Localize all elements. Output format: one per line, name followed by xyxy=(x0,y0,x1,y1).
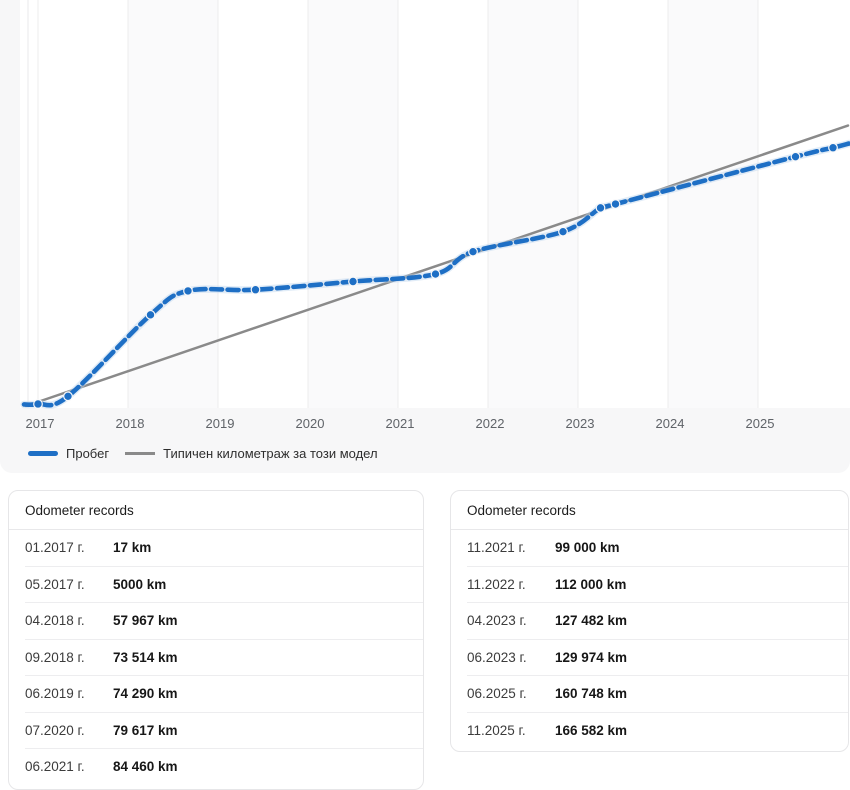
data-point[interactable] xyxy=(468,246,478,257)
data-point[interactable] xyxy=(348,276,358,287)
record-date: 01.2017 г. xyxy=(25,540,85,556)
record-value: 17 km xyxy=(113,540,152,556)
data-point[interactable] xyxy=(610,199,621,209)
x-axis-tick-label: 2025 xyxy=(746,416,775,431)
legend-item-mileage[interactable]: Пробег xyxy=(28,446,109,461)
data-point[interactable] xyxy=(250,284,261,295)
odometer-records-card-left: Odometer records 01.2017 г. 17 km 05.2017 … xyxy=(8,490,424,790)
record-value: 57 967 km xyxy=(113,613,178,629)
record-date: 07.2020 г. xyxy=(25,722,85,738)
record-date: 06.2019 г. xyxy=(25,686,85,702)
legend-item-typical[interactable]: Типичен километраж за този модел xyxy=(125,446,378,461)
data-point[interactable] xyxy=(183,286,193,296)
odometer-record-row: 09.2018 г. 73 514 km xyxy=(25,638,423,676)
table-title: Odometer records xyxy=(9,491,423,530)
table-title: Odometer records xyxy=(451,491,848,530)
mileage-data-points[interactable] xyxy=(33,142,838,409)
odometer-record-row: 04.2018 г. 57 967 km xyxy=(25,602,423,639)
x-axis-tick-label: 2020 xyxy=(296,416,325,431)
record-value: 166 582 km xyxy=(555,722,628,738)
record-date: 06.2023 г. xyxy=(467,649,527,665)
odometer-record-row: 05.2017 г. 5000 km xyxy=(25,565,423,603)
record-date: 06.2025 г. xyxy=(467,686,527,702)
odometer-record-row: 11.2022 г. 112 000 km xyxy=(467,565,848,603)
x-axis-tick-label: 2017 xyxy=(26,416,55,431)
data-point[interactable] xyxy=(145,309,156,320)
data-point[interactable] xyxy=(790,151,801,162)
x-axis-tick-label: 2022 xyxy=(476,416,505,431)
data-point[interactable] xyxy=(63,391,73,402)
record-value: 5000 km xyxy=(113,576,167,592)
odometer-record-row: 06.2021 г. 84 460 km xyxy=(25,748,423,785)
mileage-line-swatch-icon xyxy=(28,451,58,456)
record-date: 09.2018 г. xyxy=(25,649,85,665)
odometer-record-row: 11.2025 г. 166 582 km xyxy=(467,711,848,749)
x-axis-tick-label: 2024 xyxy=(656,416,685,431)
table-rows: 01.2017 г. 17 km 05.2017 г. 5000 km 04.2018 … xyxy=(25,530,423,785)
data-point[interactable] xyxy=(430,269,441,279)
odometer-record-row: 06.2019 г. 74 290 km xyxy=(25,675,423,712)
record-value: 84 460 km xyxy=(113,759,178,775)
table-rows: 11.2021 г. 99 000 km 11.2022 г. 112 000 km 0… xyxy=(467,530,848,748)
record-date: 05.2017 г. xyxy=(25,576,85,592)
x-axis-tick-label: 2018 xyxy=(116,416,145,431)
record-value: 79 617 km xyxy=(113,722,178,738)
record-date: 06.2021 г. xyxy=(25,759,85,775)
legend-label-mileage: Пробег xyxy=(66,446,110,461)
mileage-chart-card: 2017 2018 2019 2020 2021 2022 2023 2024 2025 Про… xyxy=(0,0,850,461)
record-value: 127 482 km xyxy=(555,613,628,629)
record-date: 11.2021 г. xyxy=(467,540,526,556)
x-axis-tick-label: 2021 xyxy=(386,416,415,431)
record-value: 160 748 km xyxy=(555,686,628,702)
year-bands xyxy=(20,0,850,408)
record-value: 129 974 km xyxy=(555,649,628,665)
record-date: 11.2025 г. xyxy=(467,722,526,738)
odometer-records-card-right: Odometer records 11.2021 г. 99 000 km 11.2… xyxy=(450,490,849,752)
odometer-record-row: 06.2023 г. 129 974 km xyxy=(467,638,848,676)
typical-mileage-line xyxy=(24,124,850,408)
record-value: 112 000 km xyxy=(555,576,627,592)
odometer-record-row: 04.2023 г. 127 482 km xyxy=(467,602,848,639)
odometer-record-row: 07.2020 г. 79 617 km xyxy=(25,711,423,749)
data-point[interactable] xyxy=(828,142,838,153)
legend-label-typical: Типичен километраж за този модел xyxy=(163,446,378,461)
record-value: 74 290 km xyxy=(113,686,178,702)
data-point[interactable] xyxy=(33,399,43,409)
x-axis-tick-label: 2023 xyxy=(566,416,595,431)
data-point[interactable] xyxy=(558,226,568,237)
mileage-chart[interactable]: 2017 2018 2019 2020 2021 2022 2023 2024 2025 xyxy=(0,0,850,440)
odometer-record-row: 06.2025 г. 160 748 km xyxy=(467,675,848,712)
record-date: 11.2022 г. xyxy=(467,576,526,592)
data-point[interactable] xyxy=(595,202,606,213)
record-date: 04.2018 г. xyxy=(25,613,85,629)
x-axis-tick-label: 2019 xyxy=(206,416,235,431)
typical-line-swatch-icon xyxy=(125,452,156,455)
record-date: 04.2023 г. xyxy=(467,613,527,629)
odometer-record-row: 11.2021 г. 99 000 km xyxy=(467,530,848,566)
record-value: 73 514 km xyxy=(113,649,178,665)
chart-legend: Пробег Типичен километраж за този модел xyxy=(28,446,378,461)
odometer-record-row: 01.2017 г. 17 km xyxy=(25,530,423,566)
record-value: 99 000 km xyxy=(555,540,620,556)
x-axis-labels: 2017 2018 2019 2020 2021 2022 2023 2024 2025 xyxy=(26,416,775,431)
